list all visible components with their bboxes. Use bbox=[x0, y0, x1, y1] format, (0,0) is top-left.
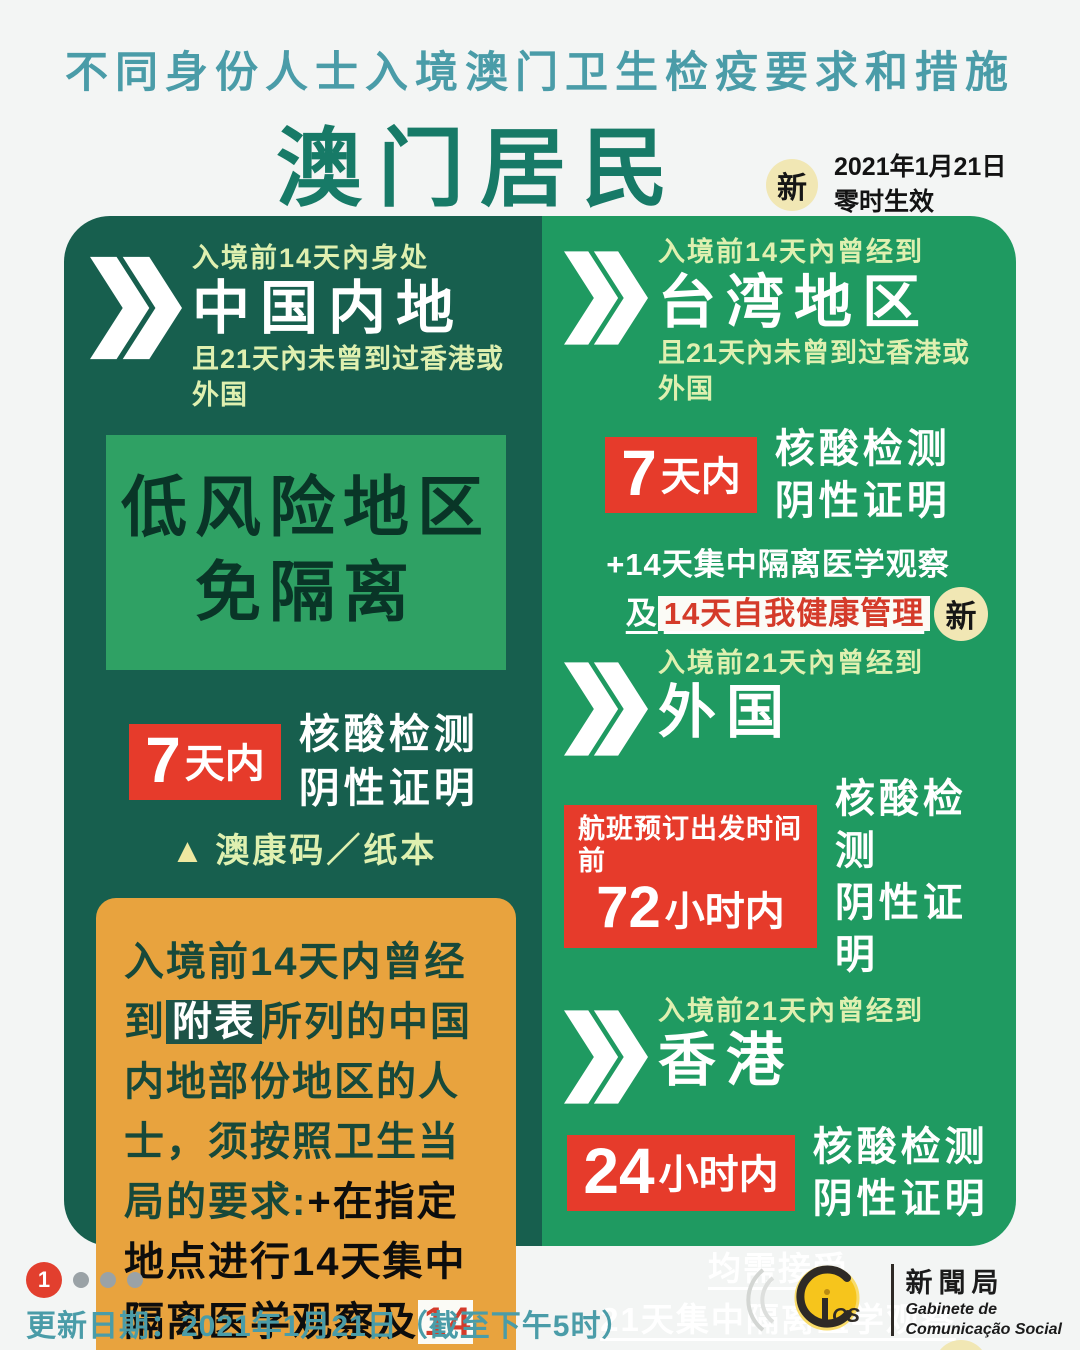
condition-post: 且21天內未曾到过香港或外国 bbox=[192, 344, 505, 410]
section-hongkong: 入境前21天內曾经到 香港 24 小时内 核酸检测 阴性证明 bbox=[564, 995, 992, 1225]
chevron-right-icon bbox=[90, 256, 182, 360]
time-value: 72 bbox=[596, 874, 661, 940]
condition-pre: 入境前21天內曾经到 bbox=[658, 995, 925, 1026]
chevron-right-icon bbox=[564, 661, 648, 756]
time-label: 航班预订出发时间前 bbox=[578, 813, 802, 877]
svg-text:CS: CS bbox=[832, 1305, 860, 1327]
test-result-line2: 阴性证明 bbox=[812, 1176, 989, 1221]
page-dot bbox=[127, 1272, 143, 1288]
test-requirement: 7 天内 核酸检测 阴性证明 bbox=[564, 423, 992, 527]
section-head-foreign: 入境前21天內曾经到 外国 bbox=[564, 647, 992, 757]
new-badge: 新 bbox=[934, 1340, 988, 1350]
test-requirement: 24 小时内 核酸检测 阴性证明 bbox=[564, 1121, 992, 1225]
page-title: 不同身份人士入境澳门卫生检疫要求和措施 bbox=[65, 49, 1015, 97]
current-page-badge: 1 bbox=[26, 1262, 62, 1298]
gcs-logo-icon: CS bbox=[745, 1265, 860, 1332]
risk-line2: 免隔离 bbox=[195, 555, 417, 630]
notice-seg3: 所列的中国内地部份地区的人士，须按照卫生当局的要求: bbox=[124, 999, 472, 1224]
section-head-mainland: 入境前14天內身处 中国内地 且21天內未曾到过香港或外国 bbox=[90, 242, 518, 413]
low-risk-box: 低风险地区 免隔离 bbox=[106, 434, 506, 671]
logo-name-cn: 新聞局 bbox=[905, 1267, 1005, 1298]
time-unit: 天内 bbox=[184, 741, 265, 786]
logo-name-pt2: Comunicação Social bbox=[905, 1320, 1063, 1338]
section-head-text: 入境前21天內曾经到 外国 bbox=[658, 647, 924, 747]
notice-annex-highlight: 附表 bbox=[166, 999, 262, 1044]
section-head-hongkong: 入境前21天內曾经到 香港 bbox=[564, 995, 992, 1105]
time-limit-box: 24 小时内 bbox=[567, 1134, 795, 1211]
new-badge: 新 bbox=[934, 586, 988, 641]
effective-date-block: 新 2021年1月21日 零时生效 bbox=[766, 150, 1006, 220]
test-result-line2: 阴性证明 bbox=[298, 764, 479, 811]
time-unit: 小时内 bbox=[658, 1152, 779, 1197]
summary-line2: 21天集中隔离医学观察 bbox=[600, 1300, 956, 1338]
effective-date: 2021年1月21日 零时生效 bbox=[834, 150, 1006, 220]
section-foreign: 入境前21天內曾经到 外国 航班预订出发时间前 72 小时内 核酸检测 bbox=[564, 647, 992, 981]
content-panels: 入境前14天內身处 中国内地 且21天內未曾到过香港或外国 低风险地区 免隔离 … bbox=[64, 216, 1016, 1350]
test-result-text: 核酸检测 阴性证明 bbox=[775, 423, 951, 527]
page-indicator: 1 bbox=[26, 1262, 143, 1298]
test-result-line1: 核酸检测 bbox=[834, 776, 967, 873]
test-result-text: 核酸检测 阴性证明 bbox=[835, 773, 992, 981]
gcs-logo: CS 新聞局 Gabinete de Comunicação Social bbox=[735, 1256, 1063, 1344]
test-result-text: 核酸检测 阴性证明 bbox=[813, 1121, 989, 1225]
chevron-right-icon bbox=[564, 1009, 648, 1104]
health-code-text: 澳康码／纸本 bbox=[215, 831, 438, 870]
test-result-line2: 阴性证明 bbox=[774, 478, 951, 523]
self-management-prefix: 及 bbox=[625, 595, 658, 631]
time-value: 7 bbox=[145, 723, 181, 796]
section-head-taiwan: 入境前14天內曾经到 台湾地区 且21天內未曾到过香港或外国 bbox=[564, 236, 992, 407]
effective-date-line2: 零时生效 bbox=[834, 188, 935, 216]
page-dot bbox=[100, 1272, 116, 1288]
risk-line1: 低风险地区 bbox=[121, 469, 491, 544]
time-row: 72 小时内 bbox=[596, 874, 785, 940]
region-title: 中国内地 bbox=[192, 275, 465, 341]
test-requirement: 7 天内 核酸检测 阴性证明 bbox=[90, 708, 518, 815]
time-unit: 小时内 bbox=[664, 890, 785, 934]
condition-pre: 入境前21天內曾经到 bbox=[658, 647, 925, 678]
test-requirement: 航班预订出发时间前 72 小时内 核酸检测 阴性证明 bbox=[564, 773, 992, 981]
test-result-line1: 核酸检测 bbox=[298, 711, 479, 758]
time-limit-box: 7 天内 bbox=[605, 436, 757, 513]
panel-mainland-china: 入境前14天內身处 中国内地 且21天內未曾到过香港或外国 低风险地区 免隔离 … bbox=[64, 216, 542, 1350]
condition-post: 且21天內未曾到过香港或外国 bbox=[658, 338, 971, 404]
main-title: 澳门居民 bbox=[276, 121, 684, 217]
test-result-line1: 核酸检测 bbox=[774, 426, 951, 471]
condition-pre: 入境前14天內曾经到 bbox=[658, 237, 925, 267]
logo-divider bbox=[890, 1264, 894, 1336]
health-code-note: ▲ 澳康码／纸本 bbox=[90, 823, 518, 872]
section-taiwan: 入境前14天內曾经到 台湾地区 且21天內未曾到过香港或外国 7 天内 核酸检测… bbox=[564, 236, 992, 641]
region-title: 台湾地区 bbox=[658, 269, 931, 335]
update-date: 更新日期：2021年1月21日（截至下午5时） bbox=[26, 1310, 633, 1343]
time-value: 24 bbox=[583, 1134, 655, 1207]
triangle-icon: ▲ bbox=[170, 831, 208, 870]
section-head-text: 入境前21天內曾经到 香港 bbox=[658, 995, 924, 1095]
condition-pre: 入境前14天內身处 bbox=[192, 243, 430, 273]
section-head-text: 入境前14天內身处 中国内地 且21天內未曾到过香港或外国 bbox=[192, 242, 518, 413]
time-limit-box: 7 天内 bbox=[129, 723, 281, 800]
time-limit-box: 航班预订出发时间前 72 小时内 bbox=[564, 804, 817, 949]
new-badge: 新 bbox=[766, 159, 818, 211]
summary-line3: 及7天自我健康管理 bbox=[564, 1345, 992, 1350]
test-result-line2: 阴性证明 bbox=[834, 880, 967, 977]
quarantine-line: +14天集中隔离医学观察 bbox=[606, 546, 950, 582]
region-title: 香港 bbox=[658, 1028, 795, 1094]
effective-date-line1: 2021年1月21日 bbox=[834, 153, 1007, 181]
test-result-line1: 核酸检测 bbox=[812, 1124, 989, 1169]
page-dot bbox=[73, 1272, 89, 1288]
special-areas-notice: 入境前14天内曾经到 附表 所列的中国内地部份地区的人士，须按照卫生当局的要求:+在… bbox=[96, 897, 516, 1350]
notice-seg4: +在指定地点进行14天集中隔离医学观察及 bbox=[124, 1179, 467, 1344]
logo-name-pt1: Gabinete de bbox=[905, 1300, 998, 1318]
region-title: 外国 bbox=[658, 680, 795, 746]
self-management-highlight: 14天自我健康管理 bbox=[657, 595, 931, 631]
panel-other-regions: 入境前14天內曾经到 台湾地区 且21天內未曾到过香港或外国 7 天内 核酸检测… bbox=[542, 216, 1016, 1350]
logo-text: 新聞局 Gabinete de Comunicação Social bbox=[906, 1261, 1063, 1340]
time-value: 7 bbox=[621, 436, 657, 509]
self-management-line: 及 14天自我健康管理 bbox=[564, 588, 992, 633]
notice-seg1: 入境前14天内曾经到 bbox=[124, 939, 467, 1044]
test-result-text: 核酸检测 阴性证明 bbox=[299, 708, 479, 815]
chevron-right-icon bbox=[564, 251, 648, 345]
time-unit: 天内 bbox=[660, 454, 741, 499]
section-head-text: 入境前14天內曾经到 台湾地区 且21天內未曾到过香港或外国 bbox=[658, 236, 992, 407]
